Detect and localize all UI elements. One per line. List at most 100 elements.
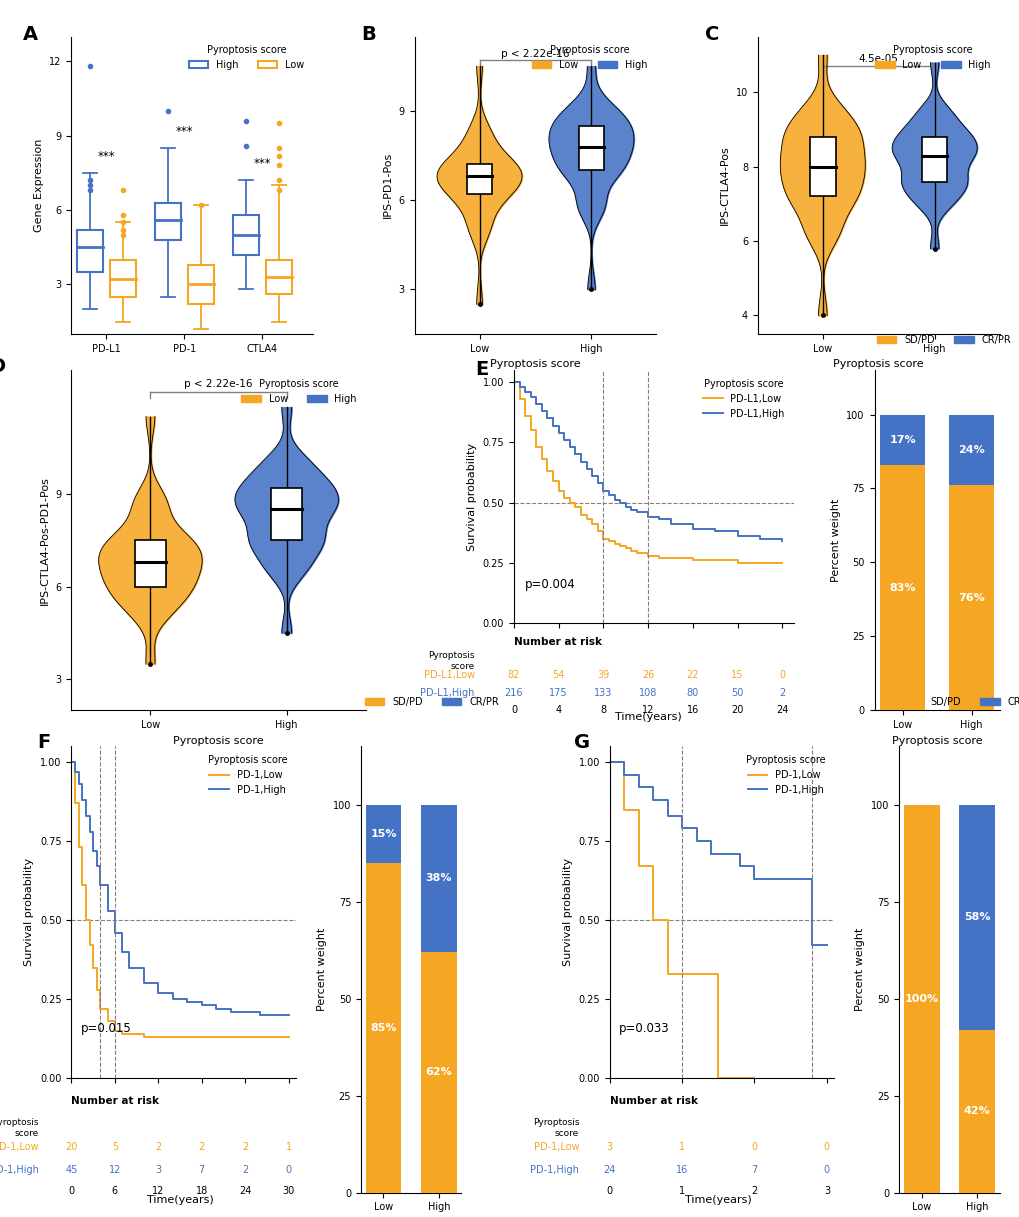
X-axis label: Pyroptosis score: Pyroptosis score xyxy=(490,359,580,369)
Text: 12: 12 xyxy=(109,1165,121,1174)
Text: 18: 18 xyxy=(196,1185,208,1196)
PD-1,Low xyxy=(76,879,89,893)
PD-L1,High xyxy=(686,522,698,537)
PD-L1,High xyxy=(630,505,642,520)
PD-1,High xyxy=(690,834,702,848)
Bar xyxy=(271,488,302,540)
PD-1,High xyxy=(87,843,99,858)
PD-L1,Low xyxy=(608,537,621,551)
Text: 2: 2 xyxy=(242,1165,248,1174)
Text: 17%: 17% xyxy=(889,434,915,444)
Bar xyxy=(110,259,136,297)
PD-1,High xyxy=(72,776,85,791)
PD-L1,High xyxy=(507,375,520,389)
Y-axis label: Survival probability: Survival probability xyxy=(562,858,572,966)
Legend: SD/PD, CR/PR: SD/PD, CR/PR xyxy=(898,694,1019,711)
Line: PD-1,High: PD-1,High xyxy=(71,762,288,1015)
PD-L1,High xyxy=(708,525,720,539)
PD-L1,High xyxy=(602,488,614,503)
Y-axis label: IPS-CTLA4-Pos-PD1-Pos: IPS-CTLA4-Pos-PD1-Pos xyxy=(40,476,50,605)
Text: 26: 26 xyxy=(641,671,654,680)
PD-L1,High xyxy=(557,433,570,448)
PD-L1,High xyxy=(731,529,743,544)
PD-1,Low xyxy=(116,1027,128,1042)
Text: 6: 6 xyxy=(112,1185,118,1196)
Bar xyxy=(421,952,457,1193)
Text: ***: *** xyxy=(98,150,115,163)
Text: p=0.004: p=0.004 xyxy=(525,578,576,590)
PD-L1,High xyxy=(620,500,632,515)
PD-1,High xyxy=(109,925,121,940)
PD-1,High xyxy=(166,992,178,1006)
PD-1,High xyxy=(660,808,673,823)
PD-L1,High xyxy=(753,532,765,546)
PD-L1,Low xyxy=(564,495,576,510)
PD-1,High xyxy=(733,859,745,874)
PD-L1,High xyxy=(597,483,609,498)
PD-1,High xyxy=(76,792,89,807)
Bar xyxy=(421,804,457,952)
PD-1,High xyxy=(632,780,644,795)
PD-1,Low xyxy=(254,1030,266,1044)
Text: PD-1,Low: PD-1,Low xyxy=(0,1142,39,1151)
Text: 50: 50 xyxy=(731,688,743,697)
Text: 7: 7 xyxy=(199,1165,205,1174)
Text: 16: 16 xyxy=(686,705,698,714)
Text: 1: 1 xyxy=(679,1185,685,1196)
PD-1,High xyxy=(718,847,731,862)
PD-L1,High xyxy=(575,454,587,469)
PD-L1,Low xyxy=(731,555,743,570)
Text: D: D xyxy=(0,357,5,376)
PD-1,High xyxy=(181,996,194,1010)
Bar xyxy=(921,138,947,181)
Text: 85%: 85% xyxy=(370,1022,396,1033)
PD-L1,Low xyxy=(557,490,570,505)
Text: 54: 54 xyxy=(552,671,565,680)
Text: Number at risk: Number at risk xyxy=(71,1095,159,1106)
Text: Number at risk: Number at risk xyxy=(609,1095,697,1106)
PD-1,High xyxy=(84,824,96,839)
PD-1,Low xyxy=(603,755,615,769)
PD-1,Low xyxy=(268,1030,280,1044)
Text: 15%: 15% xyxy=(370,829,396,839)
PD-L1,Low xyxy=(591,525,603,539)
PD-L1,Low xyxy=(663,550,676,565)
Text: 2: 2 xyxy=(199,1142,205,1151)
PD-1,High xyxy=(94,879,106,893)
PD-L1,High xyxy=(513,380,525,394)
PD-1,Low xyxy=(711,1071,723,1086)
PD-L1,High xyxy=(613,495,626,510)
Text: ***: *** xyxy=(175,125,193,139)
PD-L1,Low xyxy=(519,409,531,424)
Text: 80: 80 xyxy=(686,688,698,697)
PD-1,Low xyxy=(210,1030,222,1044)
Text: Number at risk: Number at risk xyxy=(514,636,601,646)
PD-1,Low xyxy=(166,1030,178,1044)
PD-1,High xyxy=(65,755,77,769)
PD-1,High xyxy=(762,871,774,886)
PD-1,High xyxy=(102,903,114,918)
PD-1,Low xyxy=(733,1071,745,1086)
PD-1,Low xyxy=(632,859,644,874)
Text: 45: 45 xyxy=(65,1165,77,1174)
Text: ***: *** xyxy=(254,157,271,170)
Bar xyxy=(958,804,995,1030)
Text: 100%: 100% xyxy=(904,993,937,1004)
PD-L1,Low xyxy=(535,452,547,466)
PD-1,Low xyxy=(87,960,99,975)
Text: 39: 39 xyxy=(597,671,609,680)
PD-L1,Low xyxy=(708,553,720,567)
Bar xyxy=(135,540,166,587)
Text: 0: 0 xyxy=(823,1142,829,1151)
Text: 0: 0 xyxy=(68,1185,74,1196)
Legend: High, Low: High, Low xyxy=(184,41,308,74)
Text: 24: 24 xyxy=(238,1185,251,1196)
PD-1,High xyxy=(820,938,833,953)
PD-1,Low xyxy=(676,966,688,981)
PD-L1,High xyxy=(564,439,576,454)
PD-L1,Low xyxy=(575,507,587,522)
PD-1,Low xyxy=(152,1030,164,1044)
PD-L1,Low xyxy=(530,439,542,454)
Text: 133: 133 xyxy=(594,688,612,697)
Bar xyxy=(903,804,938,1193)
